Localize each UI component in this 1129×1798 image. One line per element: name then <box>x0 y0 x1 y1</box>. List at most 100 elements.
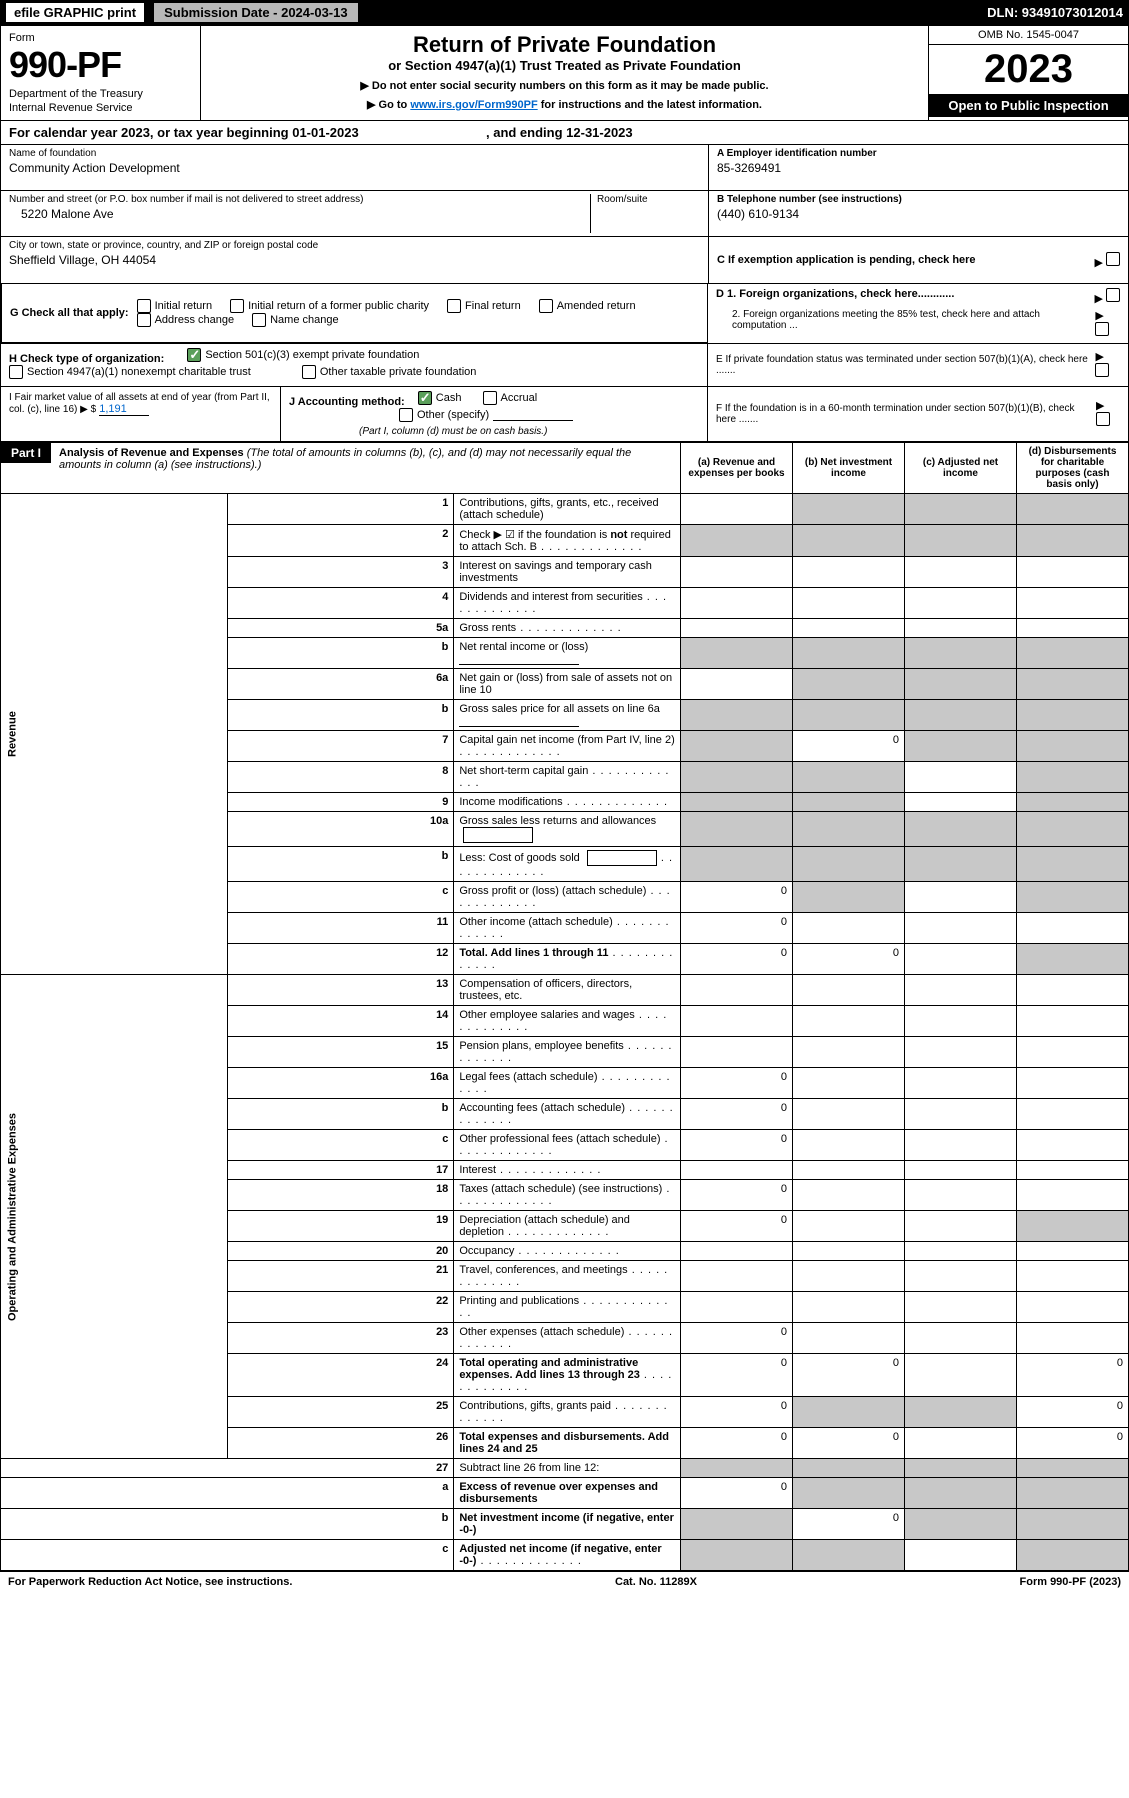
cell-value <box>793 1068 905 1099</box>
c-checkbox[interactable] <box>1106 252 1120 266</box>
form-label: Form <box>9 32 192 44</box>
part1-table: Part I Analysis of Revenue and Expenses … <box>0 442 1129 1571</box>
cell-value <box>793 1099 905 1130</box>
cell-value <box>905 1478 1017 1509</box>
cell-value <box>793 1459 905 1478</box>
ein-cell: A Employer identification number 85-3269… <box>709 145 1128 191</box>
row-desc: Net investment income (if negative, ente… <box>454 1509 681 1540</box>
h-opt-3: Other taxable private foundation <box>320 366 477 378</box>
cell-value <box>905 812 1017 847</box>
cell-value: 0 <box>793 1354 905 1397</box>
cell-value <box>681 1459 793 1478</box>
table-row: 27Subtract line 26 from line 12: <box>1 1459 1129 1478</box>
cell-value: 0 <box>681 1478 793 1509</box>
cell-value: 0 <box>1017 1428 1129 1459</box>
cell-value <box>1017 762 1129 793</box>
h-opt-2: Section 4947(a)(1) nonexempt charitable … <box>27 366 251 378</box>
cell-value <box>793 1130 905 1161</box>
cell-value <box>793 1261 905 1292</box>
h-501c3-checkbox[interactable] <box>187 348 201 362</box>
j-other-checkbox[interactable] <box>399 408 413 422</box>
h-4947-checkbox[interactable] <box>9 365 23 379</box>
form-header: Form 990-PF Department of the Treasury I… <box>0 25 1129 121</box>
j-cash-checkbox[interactable] <box>418 391 432 405</box>
g-d-row: G Check all that apply: Initial return I… <box>0 284 1129 344</box>
cell-value <box>1017 1211 1129 1242</box>
g-amended-checkbox[interactable] <box>539 299 553 313</box>
h-opt-1: Section 501(c)(3) exempt private foundat… <box>205 349 419 361</box>
row-desc: Total. Add lines 1 through 11 <box>454 944 681 975</box>
tel-value: (440) 610-9134 <box>717 207 1120 221</box>
d2-label: 2. Foreign organizations meeting the 85%… <box>716 309 1095 339</box>
open-inspection: Open to Public Inspection <box>929 94 1128 117</box>
cell-value <box>1017 588 1129 619</box>
cell-value: 0 <box>681 1323 793 1354</box>
f-checkbox[interactable] <box>1096 412 1110 426</box>
h-e-row: H Check type of organization: Section 50… <box>0 344 1129 387</box>
row-desc: Gross sales price for all assets on line… <box>454 700 681 731</box>
cell-value <box>793 1292 905 1323</box>
row-number: 27 <box>227 1459 454 1478</box>
cell-value <box>905 847 1017 882</box>
cell-value <box>1017 944 1129 975</box>
g-initial-former-checkbox[interactable] <box>230 299 244 313</box>
row-number: 12 <box>227 944 454 975</box>
d2-checkbox[interactable] <box>1095 322 1109 336</box>
cell-value <box>1017 638 1129 669</box>
cell-value: 0 <box>1017 1354 1129 1397</box>
cell-value: 0 <box>681 1354 793 1397</box>
cell-value <box>1017 525 1129 557</box>
row-number: 25 <box>227 1397 454 1428</box>
cell-value <box>681 525 793 557</box>
cell-value <box>681 1292 793 1323</box>
g-opt-5: Name change <box>270 314 339 326</box>
g-name-checkbox[interactable] <box>252 313 266 327</box>
cell-value <box>681 1261 793 1292</box>
cell-value <box>793 882 905 913</box>
section-label: Revenue <box>1 494 228 975</box>
form-number: 990-PF <box>9 44 192 86</box>
row-desc: Check ▶ ☑ if the foundation is not requi… <box>454 525 681 557</box>
d1-label: D 1. Foreign organizations, check here..… <box>716 288 954 305</box>
efile-badge[interactable]: efile GRAPHIC print <box>6 3 144 22</box>
cell-value <box>905 669 1017 700</box>
footer-mid: Cat. No. 11289X <box>615 1576 697 1588</box>
section-e: E If private foundation status was termi… <box>708 344 1128 386</box>
cell-value <box>905 525 1017 557</box>
spacer <box>1 1540 228 1571</box>
header-right: OMB No. 1545-0047 2023 Open to Public In… <box>928 26 1128 120</box>
cell-value <box>1017 1292 1129 1323</box>
tel-cell: B Telephone number (see instructions) (4… <box>709 191 1128 237</box>
addr-value: 5220 Malone Ave <box>9 207 590 221</box>
i-j-f-row: I Fair market value of all assets at end… <box>0 387 1129 442</box>
g-initial-checkbox[interactable] <box>137 299 151 313</box>
row-desc: Contributions, gifts, grants paid <box>454 1397 681 1428</box>
cell-value <box>681 1037 793 1068</box>
row-desc: Excess of revenue over expenses and disb… <box>454 1478 681 1509</box>
j-accrual-checkbox[interactable] <box>483 391 497 405</box>
section-h: H Check type of organization: Section 50… <box>1 344 708 386</box>
row-desc: Gross rents <box>454 619 681 638</box>
e-checkbox[interactable] <box>1095 363 1109 377</box>
cell-value <box>681 700 793 731</box>
j-label: J Accounting method: <box>289 396 405 408</box>
g-final-checkbox[interactable] <box>447 299 461 313</box>
irs-link[interactable]: www.irs.gov/Form990PF <box>410 99 537 111</box>
row-number: 24 <box>227 1354 454 1397</box>
cell-value <box>793 669 905 700</box>
cell-value <box>905 1242 1017 1261</box>
row-desc: Gross sales less returns and allowances <box>454 812 681 847</box>
h-other-checkbox[interactable] <box>302 365 316 379</box>
row-desc: Capital gain net income (from Part IV, l… <box>454 731 681 762</box>
cell-value <box>793 700 905 731</box>
cell-value <box>793 1180 905 1211</box>
cell-value <box>1017 1323 1129 1354</box>
cell-value <box>905 975 1017 1006</box>
g-address-checkbox[interactable] <box>137 313 151 327</box>
calendar-year-row: For calendar year 2023, or tax year begi… <box>0 121 1129 145</box>
row-number: 6a <box>227 669 454 700</box>
row-number: 4 <box>227 588 454 619</box>
col-b-header: (b) Net investment income <box>793 443 905 494</box>
d1-checkbox[interactable] <box>1106 288 1120 302</box>
row-desc: Printing and publications <box>454 1292 681 1323</box>
